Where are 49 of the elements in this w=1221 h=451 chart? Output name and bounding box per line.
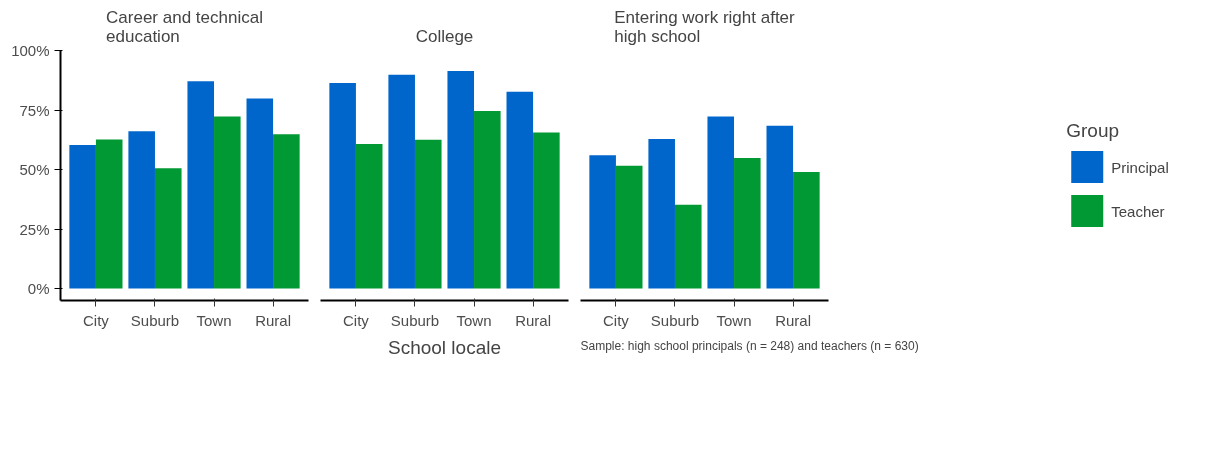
legend-title: Group	[1066, 119, 1121, 142]
x-tick-label: Suburb	[130, 311, 180, 329]
bar	[329, 83, 356, 289]
x-tick-label: Suburb	[390, 311, 440, 329]
bar	[707, 116, 735, 289]
bar	[355, 144, 383, 289]
bar	[414, 139, 442, 289]
bar	[648, 139, 675, 289]
x-tick-label: Rural	[255, 311, 292, 329]
bar	[69, 145, 96, 289]
x-tick-label: Suburb	[650, 311, 700, 329]
y-tick-label: 100%	[11, 42, 50, 59]
bar	[388, 74, 415, 289]
bar	[214, 116, 241, 289]
bar	[187, 81, 215, 289]
x-tick-label: City	[343, 311, 370, 329]
bar	[474, 110, 501, 289]
bar	[154, 168, 182, 289]
text: Sample: high school principals (n = 248) and teachers (n = 630)	[580, 338, 919, 353]
bar	[766, 125, 794, 289]
bar	[447, 70, 475, 289]
x-axis-title: School locale	[387, 336, 502, 358]
x-tick-label: Town	[716, 311, 752, 329]
y-tick-label: 25%	[19, 220, 50, 238]
chart-title: Entering work right after high school	[614, 7, 796, 46]
y-tick-label: 50%	[19, 161, 50, 179]
x-tick-label: Rural	[775, 311, 812, 329]
legend-label: Principal	[1111, 158, 1169, 175]
x-tick-label: Town	[196, 311, 232, 329]
x-tick-label: Rural	[515, 311, 552, 329]
bar	[506, 91, 534, 289]
x-tick-label: City	[603, 311, 630, 329]
bar	[734, 158, 761, 289]
chart-title: College	[415, 26, 474, 46]
bar	[246, 98, 274, 289]
x-tick-label: City	[83, 311, 110, 329]
bar	[533, 132, 560, 289]
bar	[128, 131, 155, 289]
bar	[95, 139, 123, 289]
bar	[615, 165, 643, 289]
bar	[589, 155, 616, 289]
y-tick-label: 0%	[27, 280, 50, 298]
chart-title: Career and technical education	[106, 7, 263, 46]
bar	[273, 134, 300, 289]
bar	[793, 171, 820, 289]
y-tick-label: 75%	[19, 101, 50, 119]
legend-label: Teacher	[1111, 202, 1165, 219]
bar	[674, 204, 702, 289]
x-tick-label: Town	[456, 311, 492, 329]
